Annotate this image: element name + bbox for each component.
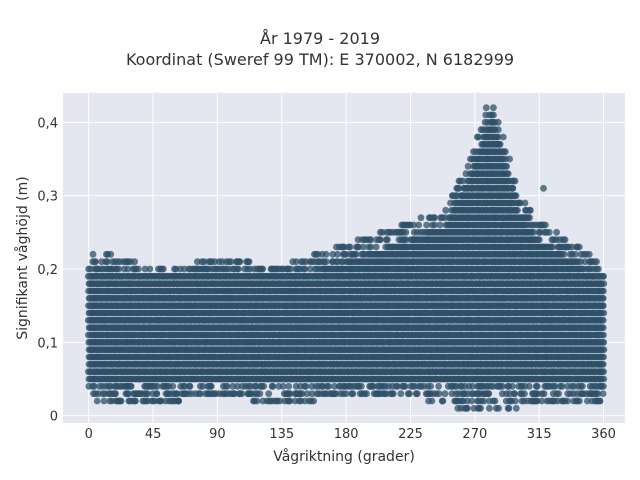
scatter-point [435,382,442,390]
scatter-point [428,397,436,405]
scatter-point [92,258,99,266]
scatter-point [384,236,391,244]
scatter-point [93,397,101,405]
scatter-point [236,258,244,266]
scatter-point [302,382,310,390]
scatter-point [259,265,267,273]
scatter-point [441,390,449,398]
scatter-point [442,206,450,214]
scatter-point [124,265,132,273]
scatter-point [127,382,135,390]
scatter-point [135,265,142,273]
scatter-point [132,397,139,405]
scatter-point [325,382,332,390]
scatter-point [235,265,242,273]
scatter-point [173,390,181,398]
scatter-point [169,382,177,390]
scatter-point [112,390,119,398]
scatter-point [90,382,98,390]
scatter-point [144,390,152,398]
scatter-point [153,390,161,398]
scatter-point [415,221,423,229]
scatter-point [346,243,354,251]
scatter-point [439,397,447,405]
chart-title-line-1: År 1979 - 2019 [260,29,380,48]
scatter-point [207,382,215,390]
scatter-point [376,236,384,244]
scatter-point [402,228,410,236]
scatter-point [131,258,139,266]
scatter-point [256,390,264,398]
scatter-point [141,265,149,273]
scatter-point [238,390,246,398]
scatter-point [431,214,438,222]
scatter-point [245,258,253,266]
scatter-point [357,382,365,390]
scatter-point [367,236,375,244]
scatter-point [436,221,444,229]
scatter-point [397,390,405,398]
scatter-point [260,382,268,390]
scatter-point [435,390,443,398]
scatter-point [406,390,413,398]
scatter-point [107,250,115,258]
scatter-point [146,265,154,273]
scatter-points [84,104,608,412]
scatter-point [125,390,132,398]
scatter-point [349,390,357,398]
scatter-point [265,390,273,398]
scatter-point [253,397,261,405]
scatter-point [154,382,161,390]
scatter-point [285,382,293,390]
scatter-point [117,397,125,405]
scatter-point [427,382,435,390]
plot-area-background [63,93,625,423]
scatter-point [417,214,425,222]
scatter-point [372,243,380,251]
scatter-point [160,265,167,273]
scatter-point [103,258,111,266]
scatter-point [100,397,108,405]
scatter-point [413,390,421,398]
scatter-point [310,397,318,405]
scatter-point [269,382,277,390]
chart-title-line-2: Koordinat (Sweref 99 TM): E 370002, N 61… [125,50,515,69]
scatter-point [322,258,330,266]
scatter-point [363,390,370,398]
scatter-point [322,250,330,258]
scatter-point [186,382,194,390]
scatter-point [389,390,397,398]
scatter-point [115,265,123,273]
